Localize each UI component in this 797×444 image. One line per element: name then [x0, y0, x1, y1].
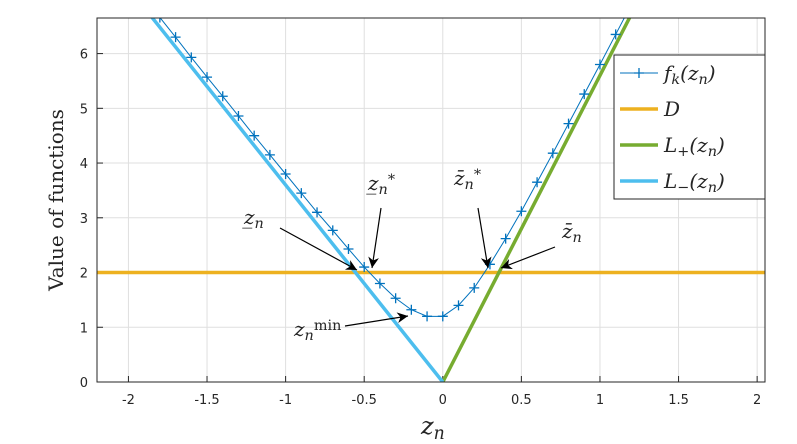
y-tick-label: 2: [80, 267, 88, 282]
x-tick-label: 0: [439, 393, 447, 408]
marker: [469, 282, 480, 293]
marker: [500, 233, 511, 244]
x-tick-label: 1.5: [668, 393, 689, 408]
x-tick-label: 2: [753, 393, 761, 408]
y-axis-label: Value of functions: [44, 109, 68, 292]
marker: [312, 207, 323, 218]
annotation-arrow: [368, 207, 382, 269]
marker: [359, 262, 370, 273]
marker: [280, 169, 291, 179]
y-tick-label: 6: [80, 48, 88, 63]
marker: [202, 72, 213, 83]
marker: [390, 293, 401, 304]
legend-marker: [634, 68, 644, 78]
y-tick-label: 4: [80, 157, 88, 172]
annotation-arrow: [500, 246, 556, 270]
annotation: z̄n: [561, 219, 582, 246]
plot-area: [97, 18, 765, 382]
marker: [233, 110, 244, 121]
annotation-arrow: [477, 207, 492, 269]
marker: [594, 59, 605, 70]
x-tick-label: -0.5: [352, 393, 377, 408]
marker: [249, 130, 260, 141]
annotation: z̲n: [242, 205, 264, 232]
x-tick-label: 0.5: [511, 393, 532, 408]
y-tick-label: 5: [80, 102, 88, 117]
x-tick-label: -1.5: [194, 393, 219, 408]
marker: [343, 243, 354, 254]
legend-box: [613, 54, 766, 200]
legend-label: D: [663, 97, 680, 121]
marker: [217, 91, 228, 102]
marker: [154, 18, 165, 23]
marker: [296, 188, 307, 199]
y-tick-label: 0: [80, 376, 88, 391]
series-line: [150, 18, 445, 382]
annotation: z̲n*: [366, 171, 395, 198]
marker: [170, 32, 181, 43]
marker: [610, 29, 621, 40]
x-tick-label: -1: [279, 393, 292, 408]
y-tick-label: 1: [80, 321, 88, 336]
legend-label: L+(zn): [663, 133, 725, 160]
legend-label: fk(zn): [662, 61, 716, 88]
marker: [437, 311, 448, 322]
annotation: z̄n*: [453, 166, 481, 193]
marker: [406, 304, 417, 315]
y-tick-label: 3: [80, 212, 88, 227]
marker: [563, 118, 574, 129]
axes-box: [96, 17, 766, 383]
marker: [422, 311, 433, 322]
marker: [327, 225, 338, 236]
legend-label: L−(zn): [663, 169, 725, 196]
annotation-arrow: [344, 312, 409, 327]
x-tick-label: 1: [596, 393, 604, 408]
marker: [264, 149, 275, 160]
marker: [374, 278, 385, 289]
marker: [547, 148, 558, 159]
annotation: znmin: [293, 317, 341, 344]
marker: [453, 300, 464, 311]
annotation-arrow: [279, 227, 358, 271]
x-axis-label: zn: [420, 412, 445, 444]
x-tick-label: -2: [122, 393, 135, 408]
marker: [579, 89, 590, 100]
series-line: [441, 18, 632, 382]
marker: [532, 177, 543, 188]
marker: [516, 206, 527, 217]
marker: [186, 52, 197, 63]
